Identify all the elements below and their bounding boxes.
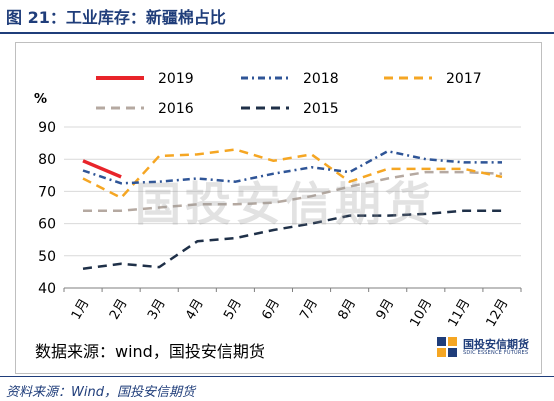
x-tick-label: 11月 [446,297,474,330]
series-line-2016 [83,170,503,212]
chart-source-note: 数据来源：wind，国投安信期货 [35,342,265,361]
y-tick-label: 40 [38,281,56,297]
x-tick-label: 2月 [107,297,131,323]
logo-english: SDIC ESSENCE FUTURES [463,350,529,356]
x-tick-label: 10月 [407,297,435,330]
logo-mark-icon [437,337,457,357]
y-axis-label: % [34,92,47,107]
figure-source: 资料来源：Wind，国投安信期货 [6,385,195,400]
legend-label-2016: 2016 [158,101,194,117]
bottom-rule [0,376,554,377]
series-line-2019 [82,159,122,179]
x-tick-label: 1月 [69,297,93,323]
watermark: 国投安信期货 [135,177,435,231]
legend-label-2018: 2018 [303,71,339,87]
legend-label-2019: 2019 [158,71,194,87]
legend-label-2017: 2017 [446,71,482,87]
y-tick-label: 90 [38,120,56,136]
x-tick-label: 7月 [297,297,321,323]
x-tick-label: 4月 [183,297,207,323]
title-rule [0,32,554,34]
y-tick-label: 70 [38,184,56,200]
x-tick-label: 12月 [484,297,512,330]
x-tick-label: 5月 [221,297,245,323]
logo-name: 国投安信期货 [463,338,529,351]
chart-frame: 40 50 60 70 80 90% 1月 2月 3月 4月 5月 6月 7月 8月 9月 10月 11月 12月… [15,42,542,374]
x-tick-label: 3月 [145,297,169,323]
x-tick-label: 6月 [259,297,283,323]
x-tick-label: 9月 [374,297,398,323]
series-line-2018 [82,149,502,185]
y-tick-label: 80 [38,152,56,168]
y-tick-label: 50 [38,249,56,265]
y-tick-label: 60 [38,217,56,233]
company-logo: 国投安信期货 SDIC ESSENCE FUTURES [437,335,541,361]
figure-title: 图 21：工业库存：新疆棉占比 [6,8,226,27]
legend-label-2015: 2015 [303,101,339,117]
line-chart: 40 50 60 70 80 90% 1月 2月 3月 4月 5月 6月 7月 8月 9月 10月 11月 12月… [34,71,522,330]
x-tick-label: 8月 [335,297,359,323]
